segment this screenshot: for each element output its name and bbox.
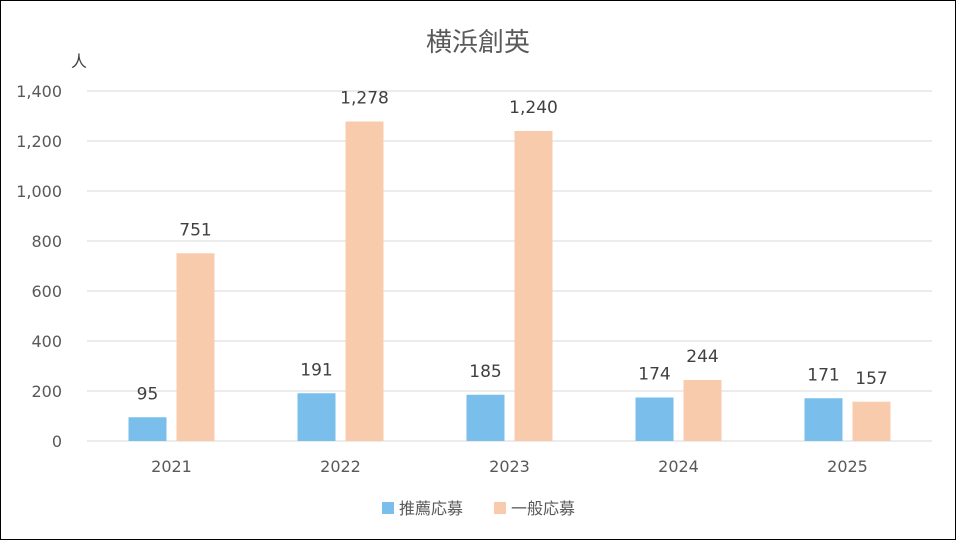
legend-label-推薦応募: 推薦応募 — [399, 499, 463, 518]
legend-swatch-推薦応募 — [382, 502, 394, 514]
y-tick-label: 400 — [31, 332, 62, 351]
bars — [128, 121, 891, 441]
y-axis-unit: 人 — [71, 52, 87, 71]
data-label-一般応募-2025: 157 — [855, 369, 887, 389]
data-label-推薦応募-2021: 95 — [137, 384, 159, 404]
x-tick-label: 2025 — [827, 457, 868, 476]
y-tick-label: 1,200 — [16, 132, 62, 151]
y-tick-label: 600 — [31, 282, 62, 301]
bar-推薦応募-2022 — [297, 393, 336, 441]
data-label-一般応募-2021: 751 — [179, 220, 211, 240]
data-label-推薦応募-2024: 174 — [638, 365, 670, 385]
data-label-一般応募-2022: 1,278 — [340, 89, 389, 109]
bar-一般応募-2022 — [345, 121, 384, 441]
y-tick-label: 200 — [31, 382, 62, 401]
grid-lines — [87, 90, 932, 442]
bar-一般応募-2024 — [683, 380, 722, 441]
x-tick-label: 2021 — [151, 457, 192, 476]
legend-swatch-一般応募 — [494, 502, 506, 514]
y-axis-ticks: 0 200 400 600 800 1,000 1,200 1,400 — [16, 82, 62, 451]
x-tick-label: 2022 — [320, 457, 361, 476]
bar-一般応募-2025 — [852, 401, 891, 441]
x-tick-label: 2024 — [658, 457, 699, 476]
legend: 推薦応募 一般応募 — [382, 499, 575, 518]
data-label-推薦応募-2023: 185 — [469, 362, 501, 382]
legend-label-一般応募: 一般応募 — [511, 499, 575, 518]
bar-推薦応募-2025 — [804, 398, 843, 441]
x-tick-label: 2023 — [489, 457, 530, 476]
data-label-推薦応募-2022: 191 — [300, 360, 332, 380]
x-axis-ticks: 2021 2022 2023 2024 2025 — [151, 457, 868, 476]
y-tick-label: 1,000 — [16, 182, 62, 201]
y-tick-label: 800 — [31, 232, 62, 251]
y-tick-label: 0 — [52, 432, 62, 451]
data-label-推薦応募-2025: 171 — [807, 365, 839, 385]
bar-推薦応募-2021 — [128, 417, 167, 441]
y-tick-label: 1,400 — [16, 82, 62, 101]
data-label-一般応募-2023: 1,240 — [509, 98, 558, 118]
bar-推薦応募-2023 — [466, 394, 505, 441]
chart-title: 横浜創英 — [426, 28, 530, 58]
bar-一般応募-2023 — [514, 131, 553, 441]
data-labels: 95 751 191 1,278 185 1,240 174 244 171 157 — [137, 89, 888, 405]
data-label-一般応募-2024: 244 — [686, 347, 718, 367]
bar-一般応募-2021 — [176, 253, 215, 441]
bar-推薦応募-2024 — [635, 397, 674, 441]
